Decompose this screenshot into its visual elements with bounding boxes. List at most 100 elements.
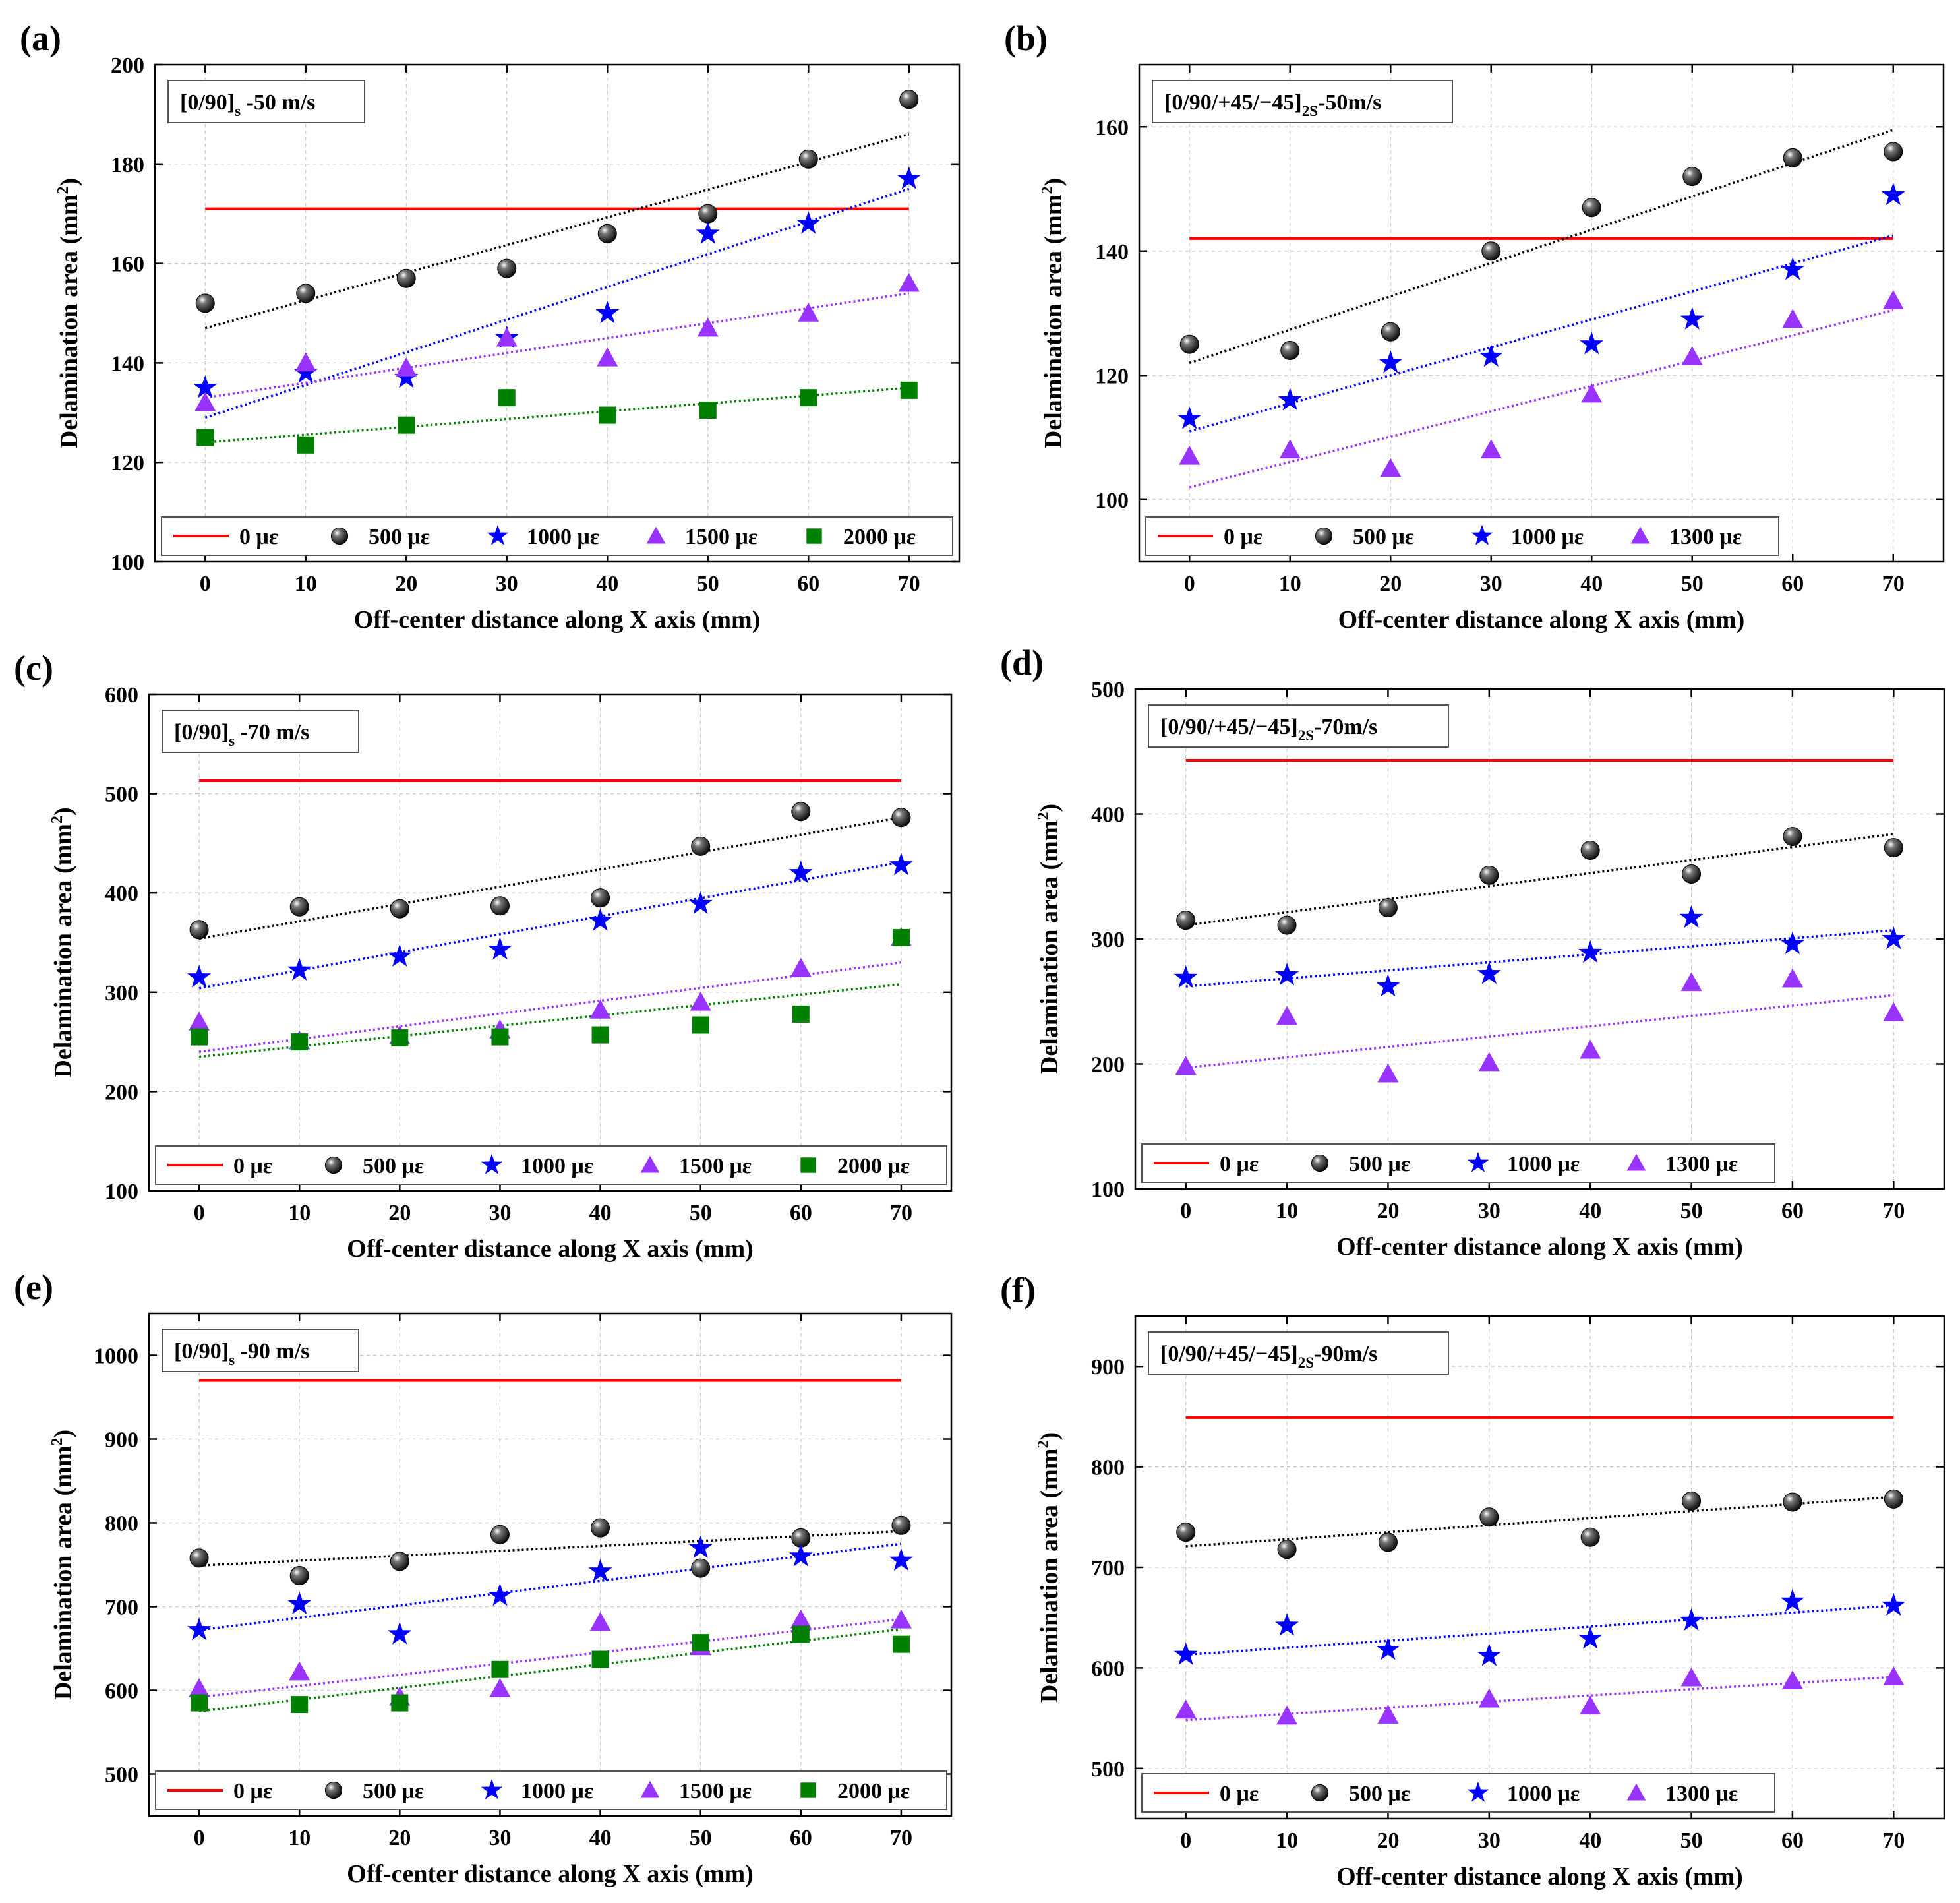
data-point-star	[388, 944, 412, 967]
plot-title-rest: -50m/s	[1318, 90, 1381, 115]
y-tick-label: 300	[1091, 928, 1125, 952]
legend-marker-star	[1467, 1151, 1489, 1172]
data-point-sphere	[698, 204, 718, 224]
data-point-square	[591, 1026, 609, 1044]
x-tick-label: 0	[200, 572, 211, 596]
data-point-sphere	[591, 1518, 610, 1538]
y-axis-label: Delamination area (mm2)	[49, 807, 77, 1077]
y-tick-label: 140	[111, 351, 144, 376]
data-point-star	[187, 965, 212, 988]
data-point-triangle	[396, 357, 417, 377]
plot-frame	[1138, 63, 1945, 563]
x-axis-label: Off-center distance along X axis (mm)	[1336, 1233, 1743, 1261]
data-point-star	[1275, 1613, 1299, 1636]
y-tick-label: 200	[1091, 1053, 1125, 1077]
legend-label: 1500 με	[679, 1779, 752, 1803]
data-point-triangle	[1580, 1039, 1601, 1059]
x-tick-label: 0	[1180, 1828, 1191, 1853]
x-tick-label: 0	[194, 1826, 205, 1850]
plot-title-main: [0/90/+45/−45]	[1160, 1342, 1298, 1366]
x-tick-label: 30	[489, 1201, 511, 1225]
plot-title-sub: s	[229, 1352, 235, 1368]
data-point-sphere	[497, 258, 517, 278]
title-box	[162, 1329, 359, 1372]
panel-label: (f)	[1000, 1270, 1036, 1310]
data-point-triangle	[1175, 1056, 1197, 1075]
plot-title-main: [0/90]	[180, 90, 235, 115]
x-tick-label: 50	[1680, 1199, 1703, 1223]
data-point-triangle	[890, 1609, 912, 1629]
data-point-sphere	[1179, 334, 1199, 354]
data-point-triangle	[295, 352, 316, 372]
data-point-star	[1580, 332, 1604, 355]
data-point-star	[193, 375, 218, 398]
data-point-sphere	[296, 284, 316, 303]
x-tick-label: 40	[589, 1826, 612, 1850]
data-point-triangle	[189, 1677, 210, 1697]
data-point-star	[1781, 257, 1805, 280]
legend-label: 500 με	[363, 1154, 424, 1178]
data-point-sphere	[1682, 167, 1702, 187]
plot-title: [0/90/+45/−45]2S-70m/s	[1160, 715, 1377, 744]
legend-marker-triangle	[640, 1780, 660, 1798]
data-point-sphere	[1378, 1532, 1398, 1552]
x-tick-label: 40	[1580, 572, 1603, 596]
data-point-square	[498, 389, 516, 407]
trend-line-1000	[198, 861, 902, 990]
y-axis-label: Delamination area (mm2)	[1035, 1432, 1063, 1703]
y-axis-label-main: Delamination area (mm	[1036, 820, 1063, 1075]
x-tick-label: 10	[288, 1201, 311, 1225]
data-point-sphere	[1580, 1527, 1600, 1547]
y-tick-label: 300	[105, 981, 138, 1006]
x-axis-label: Off-center distance along X axis (mm)	[347, 1235, 754, 1263]
x-tick-label: 40	[1579, 1828, 1601, 1853]
x-tick-label: 50	[1680, 1828, 1703, 1853]
trend-line-500	[198, 1530, 902, 1567]
chart-panel-a: (a) 0 10 20 30 40 50 60 70 100 120 140 160 180 200 Off-…	[20, 18, 961, 634]
plot-title-main: [0/90]	[174, 1339, 229, 1364]
y-tick-label: 100	[1091, 1178, 1125, 1202]
data-point-sphere	[1884, 838, 1903, 858]
data-point-square	[792, 1005, 810, 1023]
x-tick-label: 0	[194, 1201, 205, 1225]
legend-marker-sphere	[324, 1781, 343, 1799]
y-axis-label: Delamination area (mm2)	[1035, 804, 1063, 1074]
legend-label: 0 με	[1220, 1152, 1259, 1176]
legend-marker-square	[806, 528, 822, 544]
x-tick-label: 40	[1579, 1199, 1601, 1223]
x-tick-label: 10	[1279, 572, 1301, 596]
data-point-star	[889, 853, 913, 876]
data-point-star	[1477, 961, 1501, 984]
x-tick-label: 40	[589, 1201, 612, 1225]
panel-label: (e)	[14, 1267, 53, 1307]
y-tick-label: 100	[1095, 489, 1129, 513]
plot-title-main: [0/90/+45/−45]	[1160, 715, 1298, 739]
data-point-sphere	[1479, 865, 1499, 885]
y-tick-label: 800	[1091, 1456, 1125, 1480]
data-point-square	[892, 1635, 910, 1653]
plot-title-sub: s	[229, 733, 235, 749]
panel-label: (a)	[20, 18, 61, 58]
data-point-star	[1376, 1637, 1400, 1660]
legend-marker-triangle	[1630, 526, 1650, 544]
legend-marker-triangle	[1626, 1153, 1646, 1171]
data-point-star	[1679, 1608, 1704, 1631]
data-point-sphere	[798, 149, 818, 169]
x-tick-label: 10	[288, 1826, 311, 1850]
y-axis-label-sup: 2	[55, 187, 72, 195]
data-point-star	[1882, 926, 1906, 950]
plot-frame	[154, 63, 961, 563]
data-point-star	[1780, 931, 1804, 954]
legend-marker-square	[800, 1782, 816, 1798]
y-tick-label: 200	[105, 1080, 138, 1104]
legend-label: 0 με	[1220, 1782, 1259, 1806]
data-point-sphere	[1884, 1489, 1903, 1509]
x-tick-label: 50	[1681, 572, 1704, 596]
y-tick-label: 500	[105, 783, 138, 807]
trend-line-1300	[1189, 309, 1894, 489]
plot-title-rest: -50 m/s	[241, 90, 315, 115]
plot-title: [0/90]s -90 m/s	[174, 1339, 309, 1368]
data-point-sphere	[791, 802, 811, 822]
y-axis-label-main: Delamination area (mm	[55, 195, 83, 449]
trend-line-1300	[1185, 1676, 1894, 1722]
